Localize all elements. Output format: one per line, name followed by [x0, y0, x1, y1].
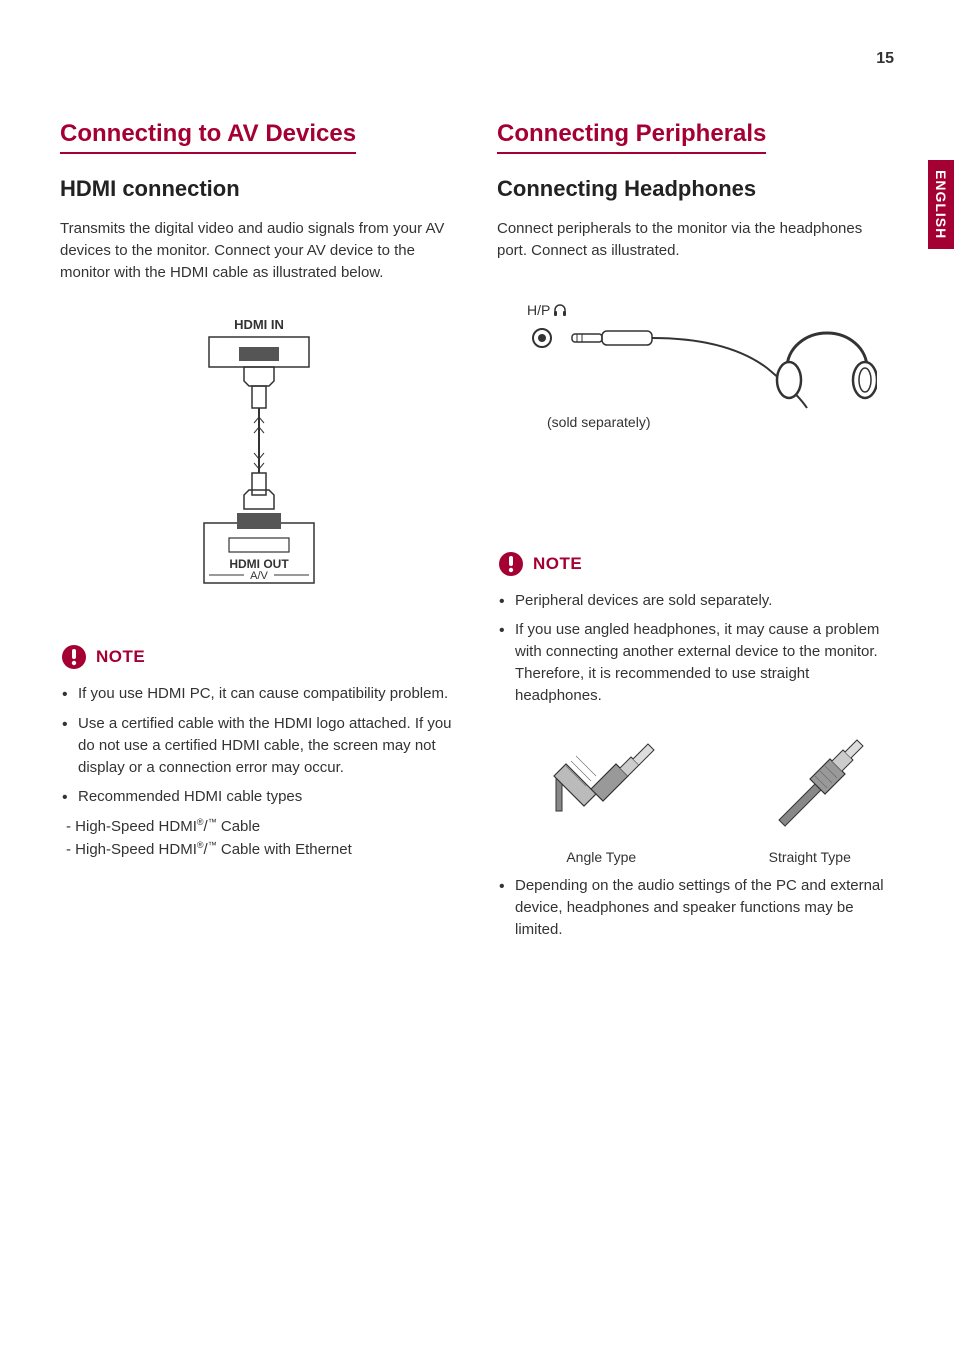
hdmi-intro-text: Transmits the digital video and audio si… [60, 218, 457, 283]
list-item: Use a certified cable with the HDMI logo… [60, 713, 457, 778]
right-column: Connecting Peripherals Connecting Headph… [497, 120, 894, 949]
svg-text:HDMI OUT: HDMI OUT [229, 557, 289, 571]
sub-title-headphones: Connecting Headphones [497, 176, 894, 202]
jack-straight-col: Straight Type [726, 726, 895, 865]
note-icon [60, 643, 88, 671]
note-label-left: NOTE [96, 647, 145, 667]
svg-text:A/V: A/V [250, 570, 268, 582]
content-columns: Connecting to AV Devices HDMI connection… [60, 120, 894, 949]
cable-type-1: - High-Speed HDMI®/™ Cable [60, 816, 457, 839]
section-title-av: Connecting to AV Devices [60, 120, 356, 154]
hp-port-label: H/P [527, 302, 894, 318]
svg-text:HDMI IN: HDMI IN [234, 317, 284, 332]
straight-jack-illustration [755, 726, 865, 836]
jack-angle-col: Angle Type [517, 726, 686, 865]
angle-jack-illustration [536, 726, 666, 836]
left-column: Connecting to AV Devices HDMI connection… [60, 120, 457, 949]
note-icon [497, 550, 525, 578]
note-header-right: NOTE [497, 550, 894, 578]
jack-types-row: Angle Type Straight Type [517, 726, 894, 865]
sold-separately-label: (sold separately) [547, 414, 651, 430]
page-number: 15 [876, 50, 894, 68]
section-title-peripherals: Connecting Peripherals [497, 120, 766, 154]
headphone-icon [552, 302, 568, 318]
angle-type-caption: Angle Type [517, 849, 686, 865]
note-list-right-1: Peripheral devices are sold separately. … [497, 590, 894, 707]
list-item: If you use HDMI PC, it can cause compati… [60, 683, 457, 705]
note-header-left: NOTE [60, 643, 457, 671]
cable-type-2: - High-Speed HDMI®/™ Cable with Ethernet [60, 839, 457, 862]
list-item: Peripheral devices are sold separately. [497, 590, 894, 612]
sub-title-hdmi: HDMI connection [60, 176, 457, 202]
list-item: Depending on the audio settings of the P… [497, 875, 894, 940]
language-tab: ENGLISH [928, 160, 954, 249]
list-item: Recommended HDMI cable types [60, 786, 457, 808]
list-item: If you use angled headphones, it may cau… [497, 619, 894, 706]
headphone-intro-text: Connect peripherals to the monitor via t… [497, 218, 894, 262]
note-label-right: NOTE [533, 554, 582, 574]
headphone-diagram: H/P (sold separately) [527, 302, 894, 442]
note-list-left: If you use HDMI PC, it can cause compati… [60, 683, 457, 808]
straight-type-caption: Straight Type [726, 849, 895, 865]
headphone-connection-svg [527, 318, 877, 428]
hdmi-diagram: HDMI IN HDMI OUT A/V [159, 313, 359, 613]
note-list-right-2: Depending on the audio settings of the P… [497, 875, 894, 940]
